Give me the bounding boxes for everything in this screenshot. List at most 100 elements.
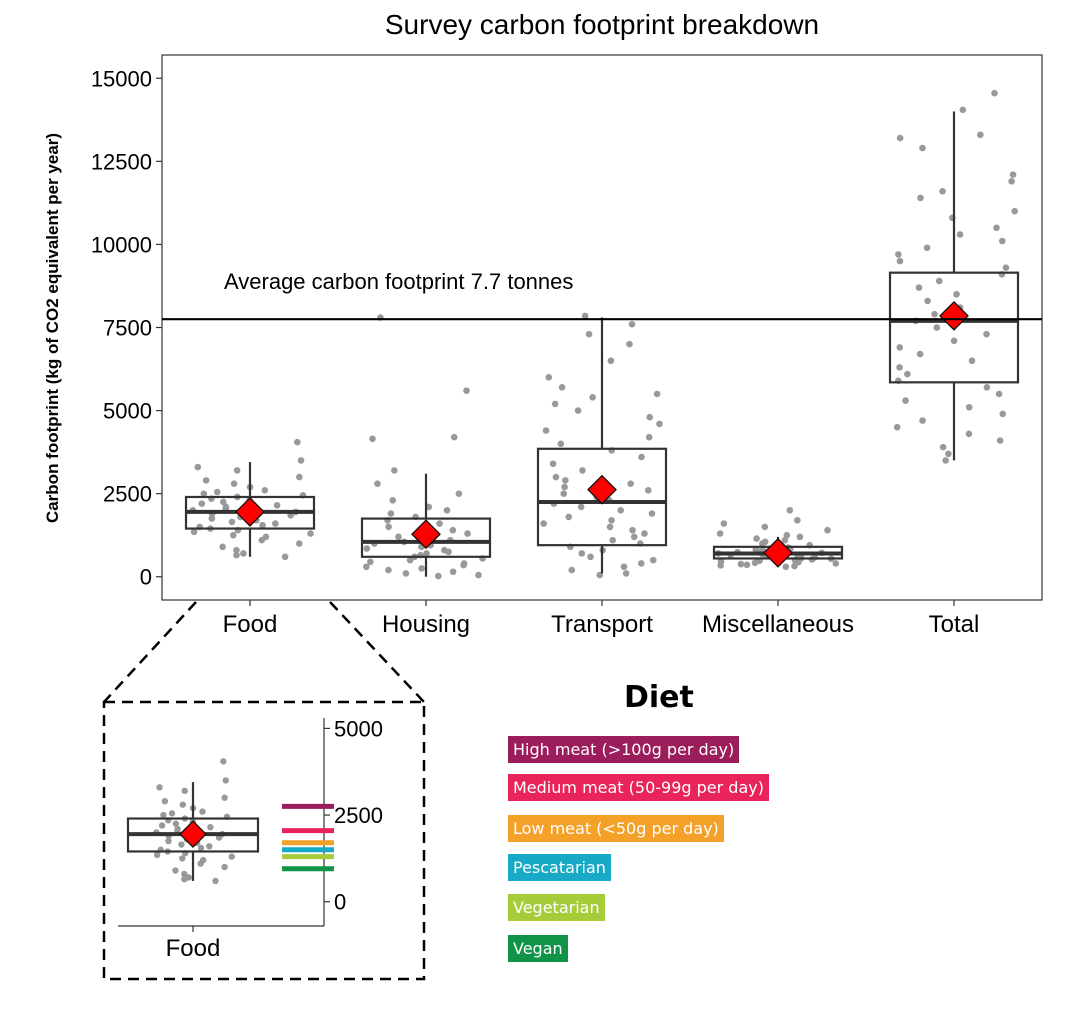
data-point <box>219 543 226 551</box>
y-tick-label: 7500 <box>103 316 152 341</box>
data-point <box>751 559 759 567</box>
inset-data-point <box>172 867 179 874</box>
data-point <box>965 430 973 438</box>
data-point <box>796 533 804 541</box>
data-point <box>542 427 550 434</box>
data-point <box>902 397 909 404</box>
zoom-connector-right <box>329 601 425 703</box>
data-point <box>202 477 210 484</box>
data-point <box>1011 207 1018 215</box>
legend-item: Vegetarian <box>508 894 605 921</box>
data-point <box>460 561 467 569</box>
y-tick-label: 10000 <box>91 232 152 257</box>
data-point <box>450 433 458 441</box>
inset-data-point <box>222 777 229 784</box>
data-point <box>1002 264 1010 271</box>
data-point <box>608 516 615 524</box>
data-point <box>649 556 657 564</box>
inset-data-point <box>165 837 172 845</box>
y-tick-label: 15000 <box>91 66 152 91</box>
data-point <box>622 570 630 577</box>
data-point <box>996 437 1004 444</box>
data-point <box>923 244 931 252</box>
data-point <box>924 297 931 305</box>
inset-mean-marker <box>179 820 207 849</box>
data-point <box>228 518 236 526</box>
data-point <box>648 510 656 517</box>
inset-data-point <box>206 843 213 850</box>
data-point <box>552 473 560 481</box>
data-point <box>259 521 266 529</box>
mean-marker <box>763 537 793 568</box>
mean-marker <box>411 519 441 550</box>
data-point <box>904 370 911 378</box>
data-point <box>919 144 926 152</box>
data-point <box>942 457 949 464</box>
data-point <box>945 450 952 458</box>
inset-data-point <box>156 784 163 791</box>
data-point <box>261 487 269 494</box>
data-point <box>219 498 227 506</box>
inset-data-point <box>228 853 236 860</box>
inset-data-point <box>158 822 166 829</box>
data-point <box>637 560 645 567</box>
inset-data-point <box>153 851 161 859</box>
data-point <box>1008 177 1015 185</box>
data-point <box>294 438 301 446</box>
data-point <box>367 558 374 566</box>
data-point <box>395 533 402 541</box>
data-point <box>783 531 791 539</box>
data-point <box>406 556 414 564</box>
data-point <box>464 530 471 537</box>
data-point <box>295 540 303 547</box>
data-point <box>233 551 240 559</box>
data-point <box>917 194 924 202</box>
legend-item: Pescatarian <box>508 854 611 881</box>
data-point <box>644 487 652 494</box>
data-point <box>578 550 586 557</box>
data-point <box>977 131 984 139</box>
inset-data-point <box>212 877 219 885</box>
inset-y-tick-label: 2500 <box>334 803 383 828</box>
x-tick-label: Miscellaneous <box>702 611 854 638</box>
main-plot: 0 2500 5000 7500 10000 12500 15000 Food Housing T… <box>91 54 1043 638</box>
data-point <box>449 526 457 534</box>
data-point <box>628 320 636 328</box>
data-point <box>991 89 998 97</box>
box <box>360 517 492 558</box>
y-tick-label: 2500 <box>103 482 152 507</box>
data-point <box>362 563 370 571</box>
legend-item: Low meat (<50g per day) <box>508 815 724 842</box>
inset-data-point <box>179 801 187 808</box>
data-point <box>786 506 794 514</box>
data-point <box>233 546 240 554</box>
inset-data-point <box>168 810 176 817</box>
inset-data-point <box>199 808 206 815</box>
x-tick-label: Food <box>223 611 278 638</box>
data-point <box>230 480 238 487</box>
data-point <box>959 106 967 114</box>
data-point <box>717 562 724 569</box>
data-point <box>656 420 663 428</box>
data-point <box>585 330 593 338</box>
data-point <box>577 503 585 511</box>
data-point <box>759 540 766 547</box>
data-point <box>374 480 381 487</box>
data-point <box>273 501 281 509</box>
data-point <box>999 410 1007 418</box>
inset-data-point <box>197 860 204 867</box>
data-point <box>645 433 653 441</box>
data-point <box>896 257 904 265</box>
data-point <box>791 562 798 570</box>
data-point <box>213 488 221 496</box>
data-point <box>208 515 216 522</box>
data-point <box>953 290 960 298</box>
data-point <box>950 337 958 345</box>
data-point <box>939 187 946 195</box>
data-point <box>565 513 573 521</box>
data-point <box>557 440 565 448</box>
data-point <box>627 480 634 487</box>
mean-marker <box>939 300 969 331</box>
data-point <box>916 350 924 358</box>
